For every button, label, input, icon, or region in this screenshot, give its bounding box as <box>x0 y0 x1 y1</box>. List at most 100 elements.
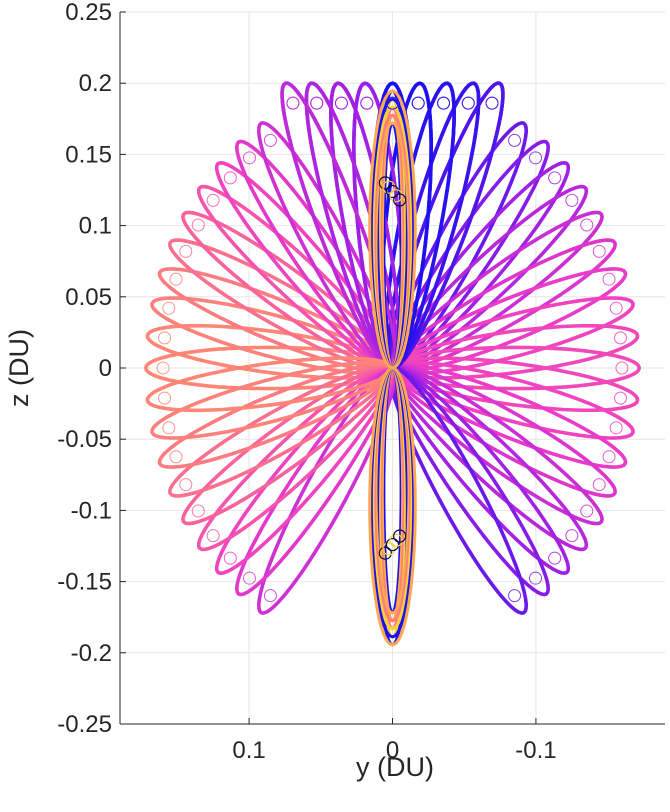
x-axis-label: y (DU) <box>356 752 434 782</box>
orbit-node-marker <box>385 537 400 552</box>
orbit-curve <box>368 366 417 647</box>
orbit-node-marker <box>242 571 256 585</box>
orbit-curve <box>390 360 635 440</box>
orbit-node-marker <box>206 529 220 543</box>
orbit-node-marker <box>263 589 277 603</box>
orbit-curve <box>390 356 640 413</box>
y-tick-label: -0.05 <box>57 426 112 453</box>
orbit-curve <box>304 81 399 370</box>
orbit-curve <box>390 238 617 373</box>
orbit-curve <box>368 89 417 370</box>
orbit-curve <box>235 365 397 597</box>
orbit-node-marker <box>223 551 237 565</box>
orbit-node-marker <box>580 504 594 518</box>
orbit-curve <box>144 345 395 391</box>
orbit-curve <box>390 267 628 374</box>
orbit-node-marker <box>548 551 562 565</box>
orbit-node-marker <box>334 96 348 110</box>
orbit-curve <box>389 365 571 575</box>
orbit-curve <box>390 323 640 380</box>
orbit-node-marker <box>169 272 183 286</box>
orbit-curve <box>181 364 395 526</box>
orbit-node-marker <box>156 361 170 375</box>
orbit-curve <box>329 81 402 370</box>
orbit-curve <box>157 362 395 469</box>
orbit-node-marker <box>508 589 522 603</box>
orbit-curve <box>389 365 589 552</box>
orbit-node-marker <box>310 96 324 110</box>
orbit-node-marker <box>191 504 205 518</box>
orbit-curve <box>390 345 641 391</box>
orbit-node-marker <box>393 529 407 543</box>
orbit-node-marker <box>609 301 623 315</box>
orbit-curve <box>214 365 396 575</box>
orbit-curve <box>145 356 395 413</box>
y-tick-label: 0.05 <box>65 284 112 311</box>
orbit-node-marker <box>286 96 300 110</box>
orbit-node-marker <box>206 193 220 207</box>
axes <box>119 11 665 725</box>
x-tick-label: 0.1 <box>232 737 265 764</box>
orbit-node-marker <box>162 301 176 315</box>
orbit-node-marker <box>592 478 606 492</box>
orbit-node-marker <box>158 391 172 405</box>
orbit-node-marker <box>485 96 499 110</box>
orbit-node-marker <box>602 450 616 464</box>
orbit-node-marker <box>565 529 579 543</box>
orbit-curve <box>390 296 635 376</box>
orbit-node-marker <box>382 180 396 194</box>
orbit-curve <box>168 363 395 498</box>
orbit-node-marker <box>508 133 522 147</box>
orbit-node-marker <box>389 189 403 203</box>
orbit-node-marker <box>382 542 396 556</box>
orbit-node-marker <box>378 546 392 560</box>
orbit-curve <box>181 210 395 372</box>
orbit-node-marker <box>461 96 475 110</box>
orbit-node-marker <box>548 171 562 185</box>
orbit-curve <box>145 323 395 380</box>
orbit-node-marker <box>263 133 277 147</box>
y-axis-label: z (DU) <box>4 329 34 407</box>
orbit-curve <box>150 296 395 376</box>
y-tick-label: -0.25 <box>57 711 112 738</box>
x-tick-label: -0.1 <box>515 737 556 764</box>
orbit-curve <box>388 365 550 597</box>
tick-labels: 0.25 0.2 0.15 0.1 0.05 0 -0.05 -0.1 -0.15 -0.2 -0.… <box>57 0 556 764</box>
orbit-node-marker <box>378 176 392 190</box>
y-tick-label: -0.2 <box>71 640 112 667</box>
orbit-curve <box>390 362 628 469</box>
orbit-node-marker <box>411 96 425 110</box>
orbit-node-marker <box>602 272 616 286</box>
orbit-node-marker <box>360 96 374 110</box>
y-tick-label: 0.25 <box>65 0 112 26</box>
orbit-node-marker <box>385 184 400 199</box>
orbit-node-marker <box>242 151 256 165</box>
orbit-node-marker <box>615 361 629 375</box>
orbit-node-marker <box>179 478 193 492</box>
orbit-node-marker <box>393 193 407 207</box>
orbit-node-marker <box>613 391 627 405</box>
orbit-node-marker <box>580 218 594 232</box>
orbit-curve <box>150 360 395 440</box>
y-tick-label: -0.1 <box>71 497 112 524</box>
orbit-node-marker <box>169 450 183 464</box>
orbit-node-marker <box>529 151 543 165</box>
orbit-node-marker <box>609 421 623 435</box>
orbit-node-marker <box>223 171 237 185</box>
orbit-node-marker <box>565 193 579 207</box>
orbit-node-marker <box>386 96 399 110</box>
orbit-node-marker <box>158 331 172 345</box>
orbit-curve <box>157 267 395 374</box>
orbit-curves <box>144 81 641 647</box>
orbit-node-marker <box>162 421 176 435</box>
orbit-node-marker <box>179 244 193 258</box>
y-tick-label: -0.15 <box>57 569 112 596</box>
orbit-node-marker <box>613 331 627 345</box>
orbit-curve <box>390 364 604 526</box>
y-tick-label: 0 <box>99 355 112 382</box>
orbit-node-marker <box>389 533 403 547</box>
orbit-curve <box>390 210 604 372</box>
orbit-node-marker <box>592 244 606 258</box>
y-tick-label: 0.2 <box>79 70 112 97</box>
